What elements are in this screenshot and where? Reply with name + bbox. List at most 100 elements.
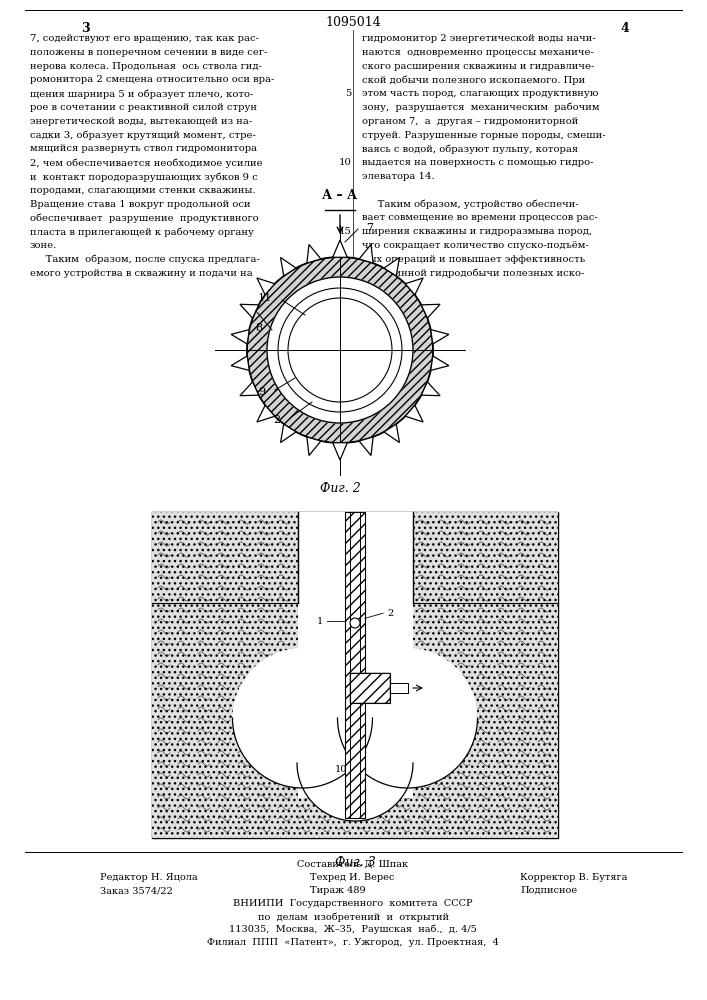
Text: 8: 8	[255, 323, 262, 333]
Text: Тираж 489: Тираж 489	[310, 886, 366, 895]
Polygon shape	[359, 244, 373, 263]
Bar	[390, 683, 408, 693]
Polygon shape	[431, 330, 449, 344]
Text: скважинной гидродобычи полезных иско-: скважинной гидродобычи полезных иско-	[362, 269, 585, 278]
Polygon shape	[231, 330, 250, 344]
Text: ных операций и повышает эффективность: ных операций и повышает эффективность	[362, 255, 585, 264]
Text: 4: 4	[621, 22, 629, 35]
Text: Заказ 3574/22: Заказ 3574/22	[100, 886, 173, 895]
Circle shape	[267, 277, 413, 423]
Text: Редактор Н. Яцола: Редактор Н. Яцола	[100, 873, 198, 882]
Text: ского расширения скважины и гидравличе-: ского расширения скважины и гидравличе-	[362, 62, 595, 71]
Polygon shape	[421, 304, 440, 318]
Circle shape	[247, 257, 433, 443]
Text: Фиг. 3: Фиг. 3	[334, 856, 375, 869]
Text: органом 7,  а  другая – гидромониторной: органом 7, а другая – гидромониторной	[362, 117, 578, 126]
Text: 2: 2	[273, 415, 280, 425]
Polygon shape	[231, 356, 250, 370]
Text: ширения скважины и гидроразмыва пород,: ширения скважины и гидроразмыва пород,	[362, 227, 592, 236]
Text: этом часть пород, слагающих продуктивную: этом часть пород, слагающих продуктивную	[362, 89, 599, 98]
Text: 7: 7	[366, 223, 373, 233]
Polygon shape	[307, 244, 321, 263]
Bar	[298, 512, 412, 603]
Text: мящийся развернуть ствол гидромонитора: мящийся развернуть ствол гидромонитора	[30, 144, 257, 153]
Polygon shape	[257, 278, 275, 295]
Text: пласта в прилегающей к рабочему органу: пласта в прилегающей к рабочему органу	[30, 227, 254, 237]
Text: Таким  образом, после спуска предлага-: Таким образом, после спуска предлага-	[30, 255, 260, 264]
Text: наются  одновременно процессы механиче-: наются одновременно процессы механиче-	[362, 48, 594, 57]
Bar	[345, 512, 365, 818]
Circle shape	[233, 648, 373, 788]
Polygon shape	[240, 382, 259, 396]
Text: обеспечивает  разрушение  продуктивного: обеспечивает разрушение продуктивного	[30, 213, 259, 223]
Bar	[152, 512, 558, 838]
Polygon shape	[240, 304, 259, 318]
Text: 2: 2	[387, 609, 393, 618]
Text: А – А: А – А	[322, 189, 358, 202]
Text: 5: 5	[346, 89, 352, 98]
Text: что сокращает количество спуско-подъём-: что сокращает количество спуско-подъём-	[362, 241, 589, 250]
Text: Филиал  ППП  «Патент»,  г. Ужгород,  ул. Проектная,  4: Филиал ППП «Патент», г. Ужгород, ул. Про…	[207, 938, 499, 947]
Text: ВНИИПИ  Государственного  комитета  СССР: ВНИИПИ Государственного комитета СССР	[233, 899, 473, 908]
Polygon shape	[431, 356, 449, 370]
Text: ваясь с водой, образуют пульпу, которая: ваясь с водой, образуют пульпу, которая	[362, 144, 578, 154]
Bar	[152, 512, 558, 838]
Polygon shape	[405, 278, 423, 295]
Text: гидромонитор 2 энергетической воды начи-: гидромонитор 2 энергетической воды начи-	[362, 34, 596, 43]
Text: рое в сочетании с реактивной силой струн: рое в сочетании с реактивной силой струн	[30, 103, 257, 112]
Circle shape	[297, 705, 413, 821]
Text: Корректор В. Бутяга: Корректор В. Бутяга	[520, 873, 627, 882]
Bar	[350, 673, 390, 703]
Text: энергетической воды, вытекающей из на-: энергетической воды, вытекающей из на-	[30, 117, 252, 126]
Text: 15: 15	[339, 227, 352, 236]
Text: паемых.: паемых.	[362, 282, 405, 291]
Text: породами, слагающими стенки скважины.: породами, слагающими стенки скважины.	[30, 186, 255, 195]
Text: 7, содействуют его вращению, так как рас-: 7, содействуют его вращению, так как рас…	[30, 34, 259, 43]
Circle shape	[337, 648, 477, 788]
Text: зоне.: зоне.	[30, 241, 57, 250]
Polygon shape	[307, 437, 321, 456]
Text: емого устройства в скважину и подачи на: емого устройства в скважину и подачи на	[30, 269, 252, 278]
Text: Таким образом, устройство обеспечи-: Таким образом, устройство обеспечи-	[362, 200, 579, 209]
Text: садки 3, образует крутящий момент, стре-: садки 3, образует крутящий момент, стре-	[30, 131, 256, 140]
Text: Подписное: Подписное	[520, 886, 577, 895]
Text: 1095014: 1095014	[325, 16, 381, 29]
Text: положены в поперечном сечении в виде сег-: положены в поперечном сечении в виде сег…	[30, 48, 267, 57]
Polygon shape	[281, 424, 296, 443]
Text: нерова колеса. Продольная  ось ствола гид-: нерова колеса. Продольная ось ствола гид…	[30, 62, 262, 71]
Text: 10: 10	[334, 766, 347, 774]
Text: зону,  разрушается  механическим  рабочим: зону, разрушается механическим рабочим	[362, 103, 600, 112]
Text: по  делам  изобретений  и  открытий: по делам изобретений и открытий	[257, 912, 448, 922]
Text: Фиг. 2: Фиг. 2	[320, 482, 361, 495]
Polygon shape	[359, 437, 373, 456]
Text: 2, чем обеспечивается необходимое усилие: 2, чем обеспечивается необходимое усилие	[30, 158, 262, 168]
Text: выдается на поверхность с помощью гидро-: выдается на поверхность с помощью гидро-	[362, 158, 593, 167]
Text: Техред И. Верес: Техред И. Верес	[310, 873, 395, 882]
Text: струей. Разрушенные горные породы, смеши-: струей. Разрушенные горные породы, смеши…	[362, 131, 606, 140]
Text: ромонитора 2 смещена относительно оси вра-: ромонитора 2 смещена относительно оси вр…	[30, 75, 274, 84]
Text: вает совмещение во времени процессов рас-: вает совмещение во времени процессов рас…	[362, 213, 597, 222]
Text: элеватора 14.: элеватора 14.	[362, 172, 435, 181]
Polygon shape	[384, 257, 399, 276]
Text: и  контакт породоразрушающих зубков 9 с: и контакт породоразрушающих зубков 9 с	[30, 172, 258, 182]
Circle shape	[350, 618, 360, 628]
Text: 3: 3	[81, 22, 89, 35]
Text: Составитель Д. Шпак: Составитель Д. Шпак	[298, 860, 409, 869]
Text: 113035,  Москва,  Ж–35,  Раушская  наб.,  д. 4/5: 113035, Москва, Ж–35, Раушская наб., д. …	[229, 925, 477, 934]
Polygon shape	[384, 424, 399, 443]
Text: 1: 1	[317, 617, 323, 626]
Text: 10: 10	[339, 158, 352, 167]
Polygon shape	[405, 405, 423, 422]
Text: Вращение става 1 вокруг продольной оси: Вращение става 1 вокруг продольной оси	[30, 200, 250, 209]
Polygon shape	[333, 443, 347, 460]
Polygon shape	[257, 405, 275, 422]
Polygon shape	[281, 257, 296, 276]
Circle shape	[225, 235, 455, 465]
Text: 9: 9	[258, 387, 265, 397]
Text: 11: 11	[258, 293, 272, 303]
Polygon shape	[333, 240, 347, 257]
Text: ской добычи полезного ископаемого. При: ской добычи полезного ископаемого. При	[362, 75, 585, 85]
Bar	[298, 603, 412, 798]
Bar	[350, 673, 390, 703]
Text: щения шарнира 5 и образует плечо, кото-: щения шарнира 5 и образует плечо, кото-	[30, 89, 253, 99]
